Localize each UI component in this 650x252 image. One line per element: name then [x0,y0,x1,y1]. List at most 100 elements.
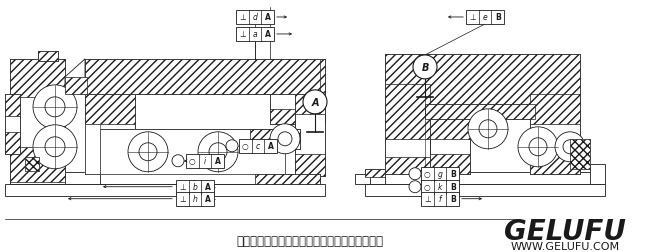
Text: A: A [265,30,270,39]
Bar [270,60,325,94]
Bar [100,129,285,174]
Bar [5,184,325,196]
Circle shape [529,138,547,156]
Text: B: B [450,195,456,203]
Text: B: B [421,63,429,73]
Text: WWW.GELUFU.COM: WWW.GELUFU.COM [510,241,619,251]
Polygon shape [65,60,85,94]
Bar [570,139,590,169]
Text: B: B [450,170,456,178]
Bar [365,184,605,196]
Bar [186,154,224,168]
Text: ⊥: ⊥ [179,195,186,203]
Bar [385,55,580,104]
Bar [10,60,65,184]
Polygon shape [85,60,320,94]
Text: ○: ○ [424,182,431,192]
Text: A: A [214,157,220,166]
Bar [365,169,385,177]
Text: g: g [437,170,443,178]
Bar [25,157,39,171]
Bar [421,180,459,194]
Bar [176,180,214,194]
Text: A: A [265,13,270,22]
Bar [25,157,39,171]
Text: ⊥: ⊥ [239,30,246,39]
Text: c: c [256,142,260,151]
Bar [530,94,580,174]
Bar [421,167,459,181]
Circle shape [226,140,238,152]
Bar [5,94,20,154]
Circle shape [209,143,227,161]
Bar [430,119,470,139]
Bar [10,60,65,98]
Bar [10,172,320,184]
Text: 单级谐波传动组件安装时的位置公差要求示意图: 单级谐波传动组件安装时的位置公差要求示意图 [237,234,384,247]
Bar [250,129,300,149]
Bar [85,129,305,174]
Bar [176,192,214,206]
Bar [5,94,20,116]
Circle shape [128,132,168,172]
Bar [385,84,430,139]
Circle shape [563,140,577,154]
Circle shape [33,85,77,129]
Text: ⊥: ⊥ [239,13,246,22]
Text: i: i [204,157,206,166]
Text: ○: ○ [242,142,249,151]
Bar [100,172,265,184]
Circle shape [409,168,421,180]
Bar [270,109,325,124]
Bar [65,78,87,94]
Bar [430,119,470,174]
Bar [365,169,385,184]
Text: b: b [192,182,198,192]
Circle shape [270,124,300,154]
Bar [85,60,320,94]
Bar [590,164,605,184]
Text: e: e [482,13,488,22]
Circle shape [172,155,184,167]
Circle shape [409,181,421,193]
Text: a: a [253,30,257,39]
Bar [38,52,58,62]
Bar [385,55,580,104]
Text: k: k [438,182,442,192]
Text: A: A [205,195,211,203]
Bar [85,94,135,174]
Text: ⊥: ⊥ [469,13,476,22]
Circle shape [303,90,327,114]
Text: B: B [495,13,501,22]
Circle shape [479,120,497,138]
Circle shape [45,98,65,117]
Bar [530,147,580,174]
Bar [370,172,600,184]
Bar [425,104,535,119]
Text: ○: ○ [189,157,196,166]
Circle shape [198,132,238,172]
Bar [385,157,430,174]
Bar [236,11,274,25]
Bar [295,94,325,176]
Text: A: A [205,182,211,192]
Bar [85,124,100,174]
Text: A: A [268,142,274,151]
Circle shape [33,125,77,169]
Bar [270,60,325,124]
Circle shape [139,143,157,161]
Bar [85,94,135,124]
Text: f: f [439,195,441,203]
Circle shape [518,127,558,167]
Text: ⊥: ⊥ [179,182,186,192]
Text: ⊥: ⊥ [424,195,431,203]
Bar [385,55,430,174]
Text: h: h [192,195,198,203]
Bar [239,139,277,153]
Bar [255,174,320,184]
Bar [295,94,325,114]
Bar [250,129,300,149]
Bar [295,154,325,176]
Text: GELUFU: GELUFU [504,217,626,245]
Bar [466,11,504,25]
